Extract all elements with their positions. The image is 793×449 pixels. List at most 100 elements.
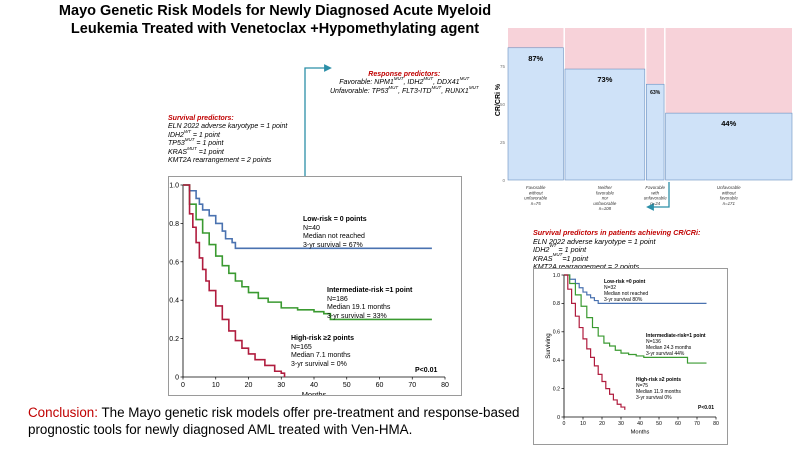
- km-cr-xtick-0: 0: [563, 421, 566, 427]
- cr-survival-predictors: Survival predictors in patients achievin…: [533, 228, 700, 272]
- km-cr-int-annotation: Intermediate-risk=1 point N=136 Median 2…: [646, 333, 706, 357]
- mosaic-no-cr-bar-1: [564, 28, 645, 70]
- cr-survival-predictor-item-1: IDH2WT = 1 point: [533, 243, 587, 255]
- arrow-to-response: [304, 64, 332, 176]
- survival-predictor-item-1: IDH2WT = 1 point: [168, 128, 220, 139]
- km-cr-xtick-4: 40: [637, 421, 643, 427]
- km-cr-high-median: Median 11.9 months: [636, 389, 681, 395]
- km-main-low-n: N=40: [303, 224, 320, 232]
- km-main-int-median: Median 19.1 months: [327, 304, 391, 311]
- km-cr-series-2: [564, 274, 626, 410]
- mosaic-value-label-1: 73%: [597, 75, 612, 84]
- conclusion: Conclusion: The Mayo genetic risk models…: [28, 405, 548, 438]
- km-main-high-n: N=165: [291, 343, 312, 351]
- mosaic-ytick-0: 0: [502, 178, 505, 183]
- favorable-gene-1: IDH2MUT,: [407, 76, 437, 87]
- cr-survival-predictor-item-2: KRASMUT=1 point: [533, 251, 589, 263]
- km-cr-low-median: Median not reached: [604, 291, 649, 297]
- km-main-low-3yr: 3-yr survival = 67%: [303, 241, 363, 249]
- km-main-panel: 1.00.80.60.40.2001020304050607080MonthsS…: [157, 176, 462, 399]
- unfavorable-line: Unfavorable: TP53MUT, FLT3-ITDMUT, RUNX1…: [330, 84, 479, 96]
- km-cr-chart: 1.0 0.8 0.6 0.4 0.2 00 10 20 30 40 50 60 70 80 Months S…: [545, 273, 719, 436]
- km-main-xtick-0: 0: [181, 382, 185, 389]
- km-main-xtick-1: 10: [212, 382, 220, 389]
- unfavorable-gene-0: TP53MUT,: [371, 84, 403, 95]
- km-cr-ytick-1: 0.8: [553, 301, 560, 307]
- km-main-series-2: [183, 184, 286, 377]
- km-main-xtick-3: 30: [277, 382, 285, 389]
- unfavorable-label: Unfavorable:: [330, 87, 372, 95]
- km-cr-high-annotation: High-risk ≥2 points N=75 Median 11.9 mon…: [636, 377, 681, 401]
- mosaic-ytick-2: 50: [500, 102, 506, 107]
- km-main-xtick-5: 50: [343, 382, 351, 389]
- km-cr-pvalue: P<0.01: [698, 405, 714, 411]
- response-predictors-heading: Response predictors:: [368, 71, 441, 78]
- unfavorable-gene-2: RUNX1MUT: [445, 84, 479, 95]
- km-main-int-3yr: 3-yr survival = 33%: [327, 312, 387, 320]
- km-cr-series-1: [564, 274, 707, 364]
- unfavorable-genes: TP53MUT, FLT3-ITDMUT, RUNX1MUT: [371, 84, 479, 95]
- km-cr-ytick-5: 0: [557, 415, 560, 421]
- mosaic-category-label-3-2: favorable: [720, 196, 739, 201]
- cr-survival-predictors-list: ELN 2022 adverse karyotype = 1 point IDH2…: [533, 237, 700, 272]
- km-main-series-0: [183, 184, 432, 250]
- km-main-low-annotation: Low-risk = 0 points N=40 Median not reac…: [303, 216, 367, 250]
- mosaic-ylabel: CR/CRi %: [495, 83, 502, 116]
- km-main-xtick-7: 70: [408, 382, 416, 389]
- mosaic-category-label-3-1: without: [722, 190, 737, 195]
- km-cr-high-n: N=75: [636, 383, 649, 389]
- km-cr-xtick-2: 20: [599, 421, 605, 427]
- mosaic-category-label-3-3: n=171: [723, 201, 736, 206]
- km-cr-xtick-7: 70: [694, 421, 700, 427]
- km-main-series-1: [183, 184, 432, 321]
- km-cr-high-3yr: 3-yr survival 0%: [636, 395, 672, 401]
- km-main-chart: 1.00.80.60.40.2001020304050607080MonthsS…: [157, 182, 449, 399]
- mosaic-category-label-3-0: Unfavorable: [717, 185, 741, 190]
- mosaic-cr-bar-0: [507, 47, 564, 181]
- mosaic-cr-bar-3: [665, 112, 793, 181]
- mosaic-no-cr-bar-0: [508, 28, 564, 48]
- mosaic-cr-bar-2: [646, 83, 665, 181]
- favorable-genes: NPM1MUT, IDH2MUT, DDX41MUT: [374, 76, 469, 87]
- km-main-low-title: Low-risk = 0 points: [303, 216, 367, 223]
- arrow-to-cr-survival: [646, 182, 670, 211]
- mosaic-category-label-2-3: n=24: [650, 201, 660, 206]
- km-main-xtick-6: 60: [376, 382, 384, 389]
- km-cr-ytick-0: 1.0: [553, 273, 560, 279]
- cr-mosaic-chart: 87%Favorablewithoutunfavorablen=7573%Nei…: [495, 28, 793, 211]
- mosaic-value-label-0: 87%: [528, 54, 543, 63]
- km-main-ytick-2: 0.6: [169, 259, 179, 266]
- title-line-2: Leukemia Treated with Venetoclax +Hypome…: [70, 21, 480, 37]
- km-main-ytick-3: 0.4: [169, 298, 179, 305]
- survival-predictor-item-3: KRASMUT =1 point: [168, 145, 224, 156]
- km-main-high-annotation: High-risk ≥2 points N=165 Median 7.1 mon…: [291, 335, 354, 369]
- km-main-high-title: High-risk ≥2 points: [291, 335, 354, 342]
- favorable-line: Favorable: NPM1MUT, IDH2MUT, DDX41MUT: [330, 76, 479, 87]
- km-main-ytick-1: 0.8: [169, 221, 179, 228]
- km-cr-ytick-3: 0.4: [553, 358, 560, 364]
- survival-predictor-item-0: ELN 2022 adverse karyotype = 1 point: [168, 123, 288, 131]
- response-predictors: Response predictors: Favorable: NPM1MUT,…: [330, 71, 479, 96]
- mosaic-category-label-1-0: Neither: [598, 185, 613, 190]
- survival-predictors: Survival predictors: ELN 2022 adverse ka…: [168, 115, 287, 165]
- favorable-gene-0: NPM1MUT,: [374, 76, 408, 87]
- km-cr-high-title: High-risk ≥2 points: [636, 377, 681, 383]
- mosaic-value-label-3: 44%: [721, 119, 736, 128]
- mosaic-category-label-2-0: Favorable: [645, 185, 665, 190]
- km-cr-low-n: N=32: [604, 285, 617, 291]
- mosaic-category-label-1-3: unfavorable: [593, 201, 617, 206]
- survival-predictor-item-4: KMT2A rearrangement = 2 points: [168, 157, 272, 165]
- unfavorable-gene-1: FLT3-ITDMUT,: [402, 84, 446, 95]
- km-main-int-annotation: Intermediate-risk =1 point N=186 Median …: [327, 287, 412, 321]
- mosaic-category-label-2-2: unfavorable: [644, 196, 668, 201]
- km-main-int-title: Intermediate-risk =1 point: [327, 287, 413, 294]
- km-main-high-median: Median 7.1 months: [291, 352, 351, 359]
- cr-survival-predictor-item-3: KMT2A rearrangement = 2 points: [533, 262, 640, 272]
- km-cr-low-title: Low-risk =0 point: [604, 279, 646, 285]
- km-cr-int-median: Median 24.3 months: [646, 345, 692, 351]
- km-cr-ytick-2: 0.6: [553, 330, 560, 336]
- survival-predictor-item-2: TP53MUT = 1 point: [168, 137, 224, 148]
- conclusion-label: Conclusion:: [28, 405, 98, 420]
- km-main-xtick-8: 80: [441, 382, 449, 389]
